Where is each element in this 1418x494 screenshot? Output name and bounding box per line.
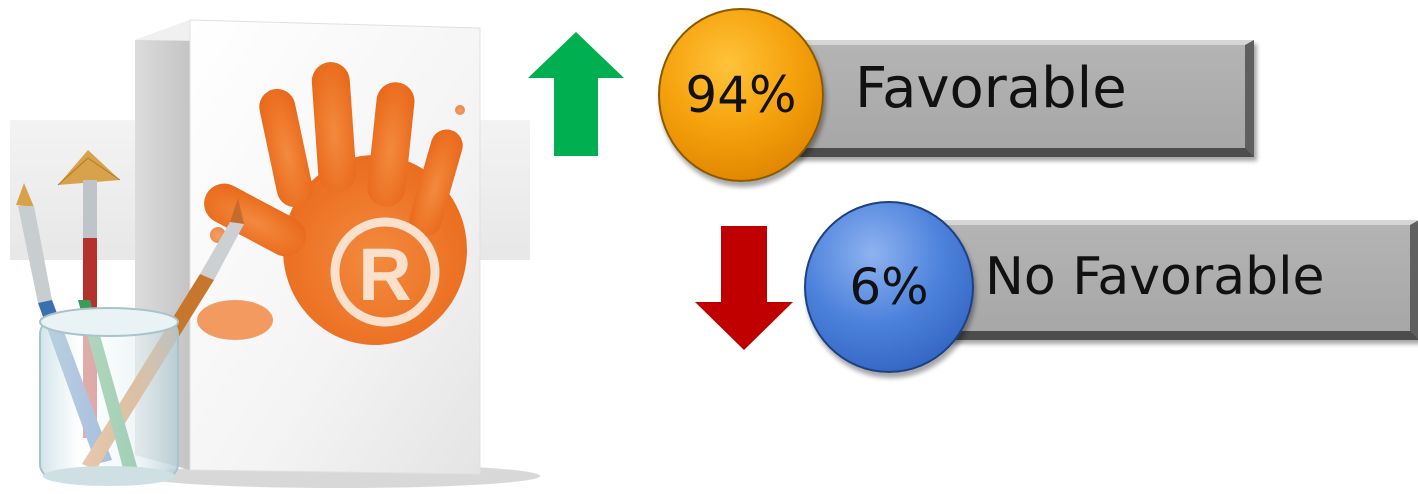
registered-trademark-icon: R — [330, 217, 440, 327]
no-favorable-bar — [925, 220, 1418, 340]
illustration-graphic: R — [10, 19, 540, 488]
down-arrow-icon — [695, 226, 793, 350]
illustration: R — [0, 0, 540, 494]
no-favorable-percent: 6% — [849, 258, 929, 316]
favorable-label: Favorable — [855, 56, 1127, 121]
no-favorable-label: No Favorable — [985, 247, 1325, 307]
no-favorable-percent-badge: 6% — [804, 201, 974, 373]
handprint-icon — [197, 62, 467, 345]
up-arrow-icon — [528, 32, 624, 156]
svg-text:R: R — [358, 233, 411, 316]
favorable-percent-badge: 94% — [658, 8, 824, 182]
glass-jar-icon — [39, 307, 179, 486]
favorable-bar — [780, 40, 1254, 157]
favorable-percent: 94% — [685, 66, 797, 124]
